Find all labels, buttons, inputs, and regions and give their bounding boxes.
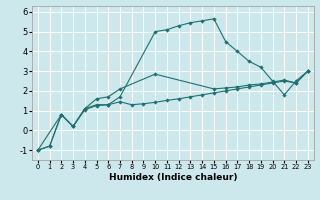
X-axis label: Humidex (Indice chaleur): Humidex (Indice chaleur) <box>108 173 237 182</box>
